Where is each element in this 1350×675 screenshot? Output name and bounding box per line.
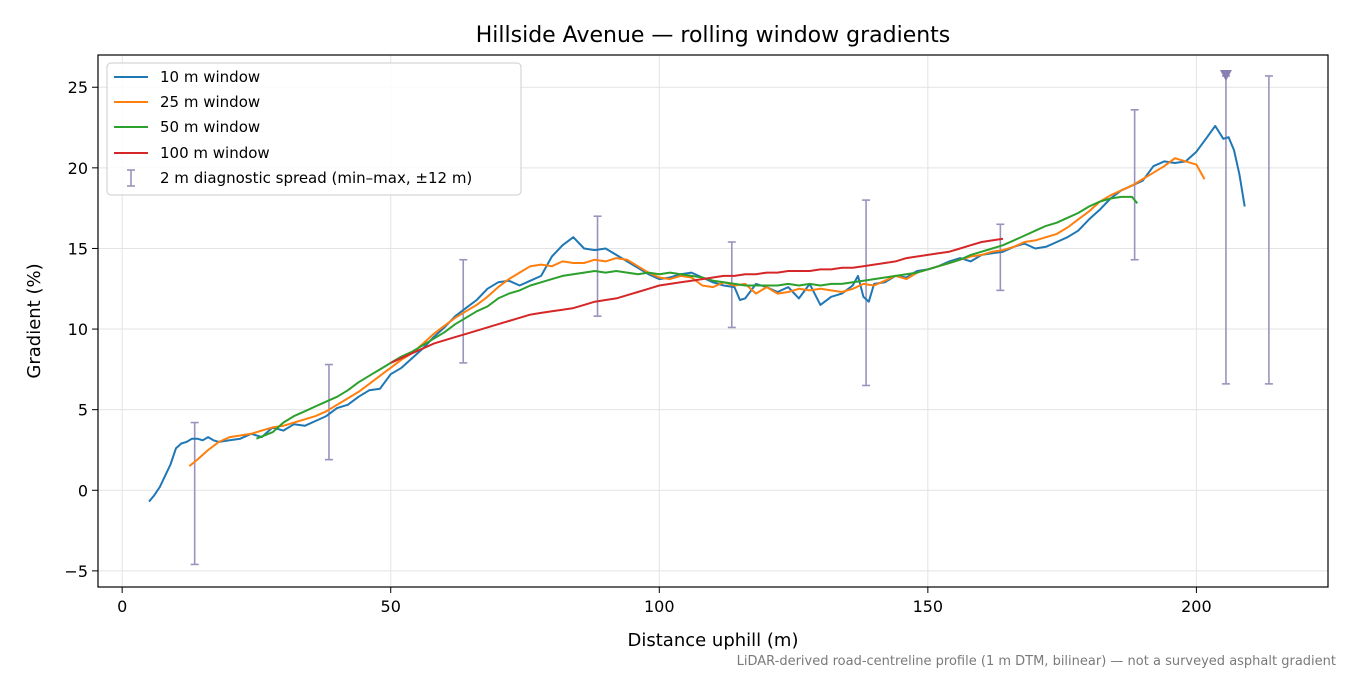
plot-area [148,69,1273,566]
legend: 10 m window 25 m window 50 m window 100 m w… [106,62,522,196]
y-tick-label: 0 [78,481,88,500]
x-axis-label: Distance uphill (m) [628,630,799,651]
footnote: LiDAR-derived road-centreline profile (1… [737,654,1336,669]
legend-label: 2 m diagnostic spread (min–max, ±12 m) [160,169,472,187]
y-tick-label: 15 [68,239,88,258]
legend-label: 100 m window [160,144,270,162]
y-tick-label: 20 [68,159,88,178]
error-bar [324,363,333,461]
chart-title: Hillside Avenue — rolling window gradien… [476,23,951,48]
plot-clip-group [148,75,1273,566]
error-bar [1221,75,1230,385]
y-tick-label: 25 [68,78,88,97]
x-tick-label: 0 [117,597,127,616]
legend-label: 50 m window [160,118,260,136]
y-tick-label: 10 [68,320,88,339]
error-bar [862,199,871,387]
y-tick-label: 5 [78,401,88,420]
legend-label: 10 m window [160,68,260,86]
series-line [148,124,1246,503]
error-bar [593,215,602,317]
error-bar [190,421,199,566]
series-line [256,195,1139,440]
y-axis-label: Gradient (%) [24,263,45,378]
clipped-marker [1219,69,1232,81]
x-tick-label: 100 [644,597,675,616]
axes: 0 50 100 150 200 −5 0 5 10 15 20 25 [64,54,1329,616]
x-tick-label: 200 [1181,597,1212,616]
series-line [390,237,1004,364]
x-tick-label: 150 [913,597,944,616]
series-line [188,157,1206,467]
axes-frame [97,54,1329,588]
legend-box [106,62,522,196]
legend-label: 25 m window [160,93,260,111]
error-bar [1264,75,1273,385]
error-bar [996,223,1005,292]
y-tick-label: −5 [64,562,88,581]
x-tick-label: 50 [381,597,401,616]
